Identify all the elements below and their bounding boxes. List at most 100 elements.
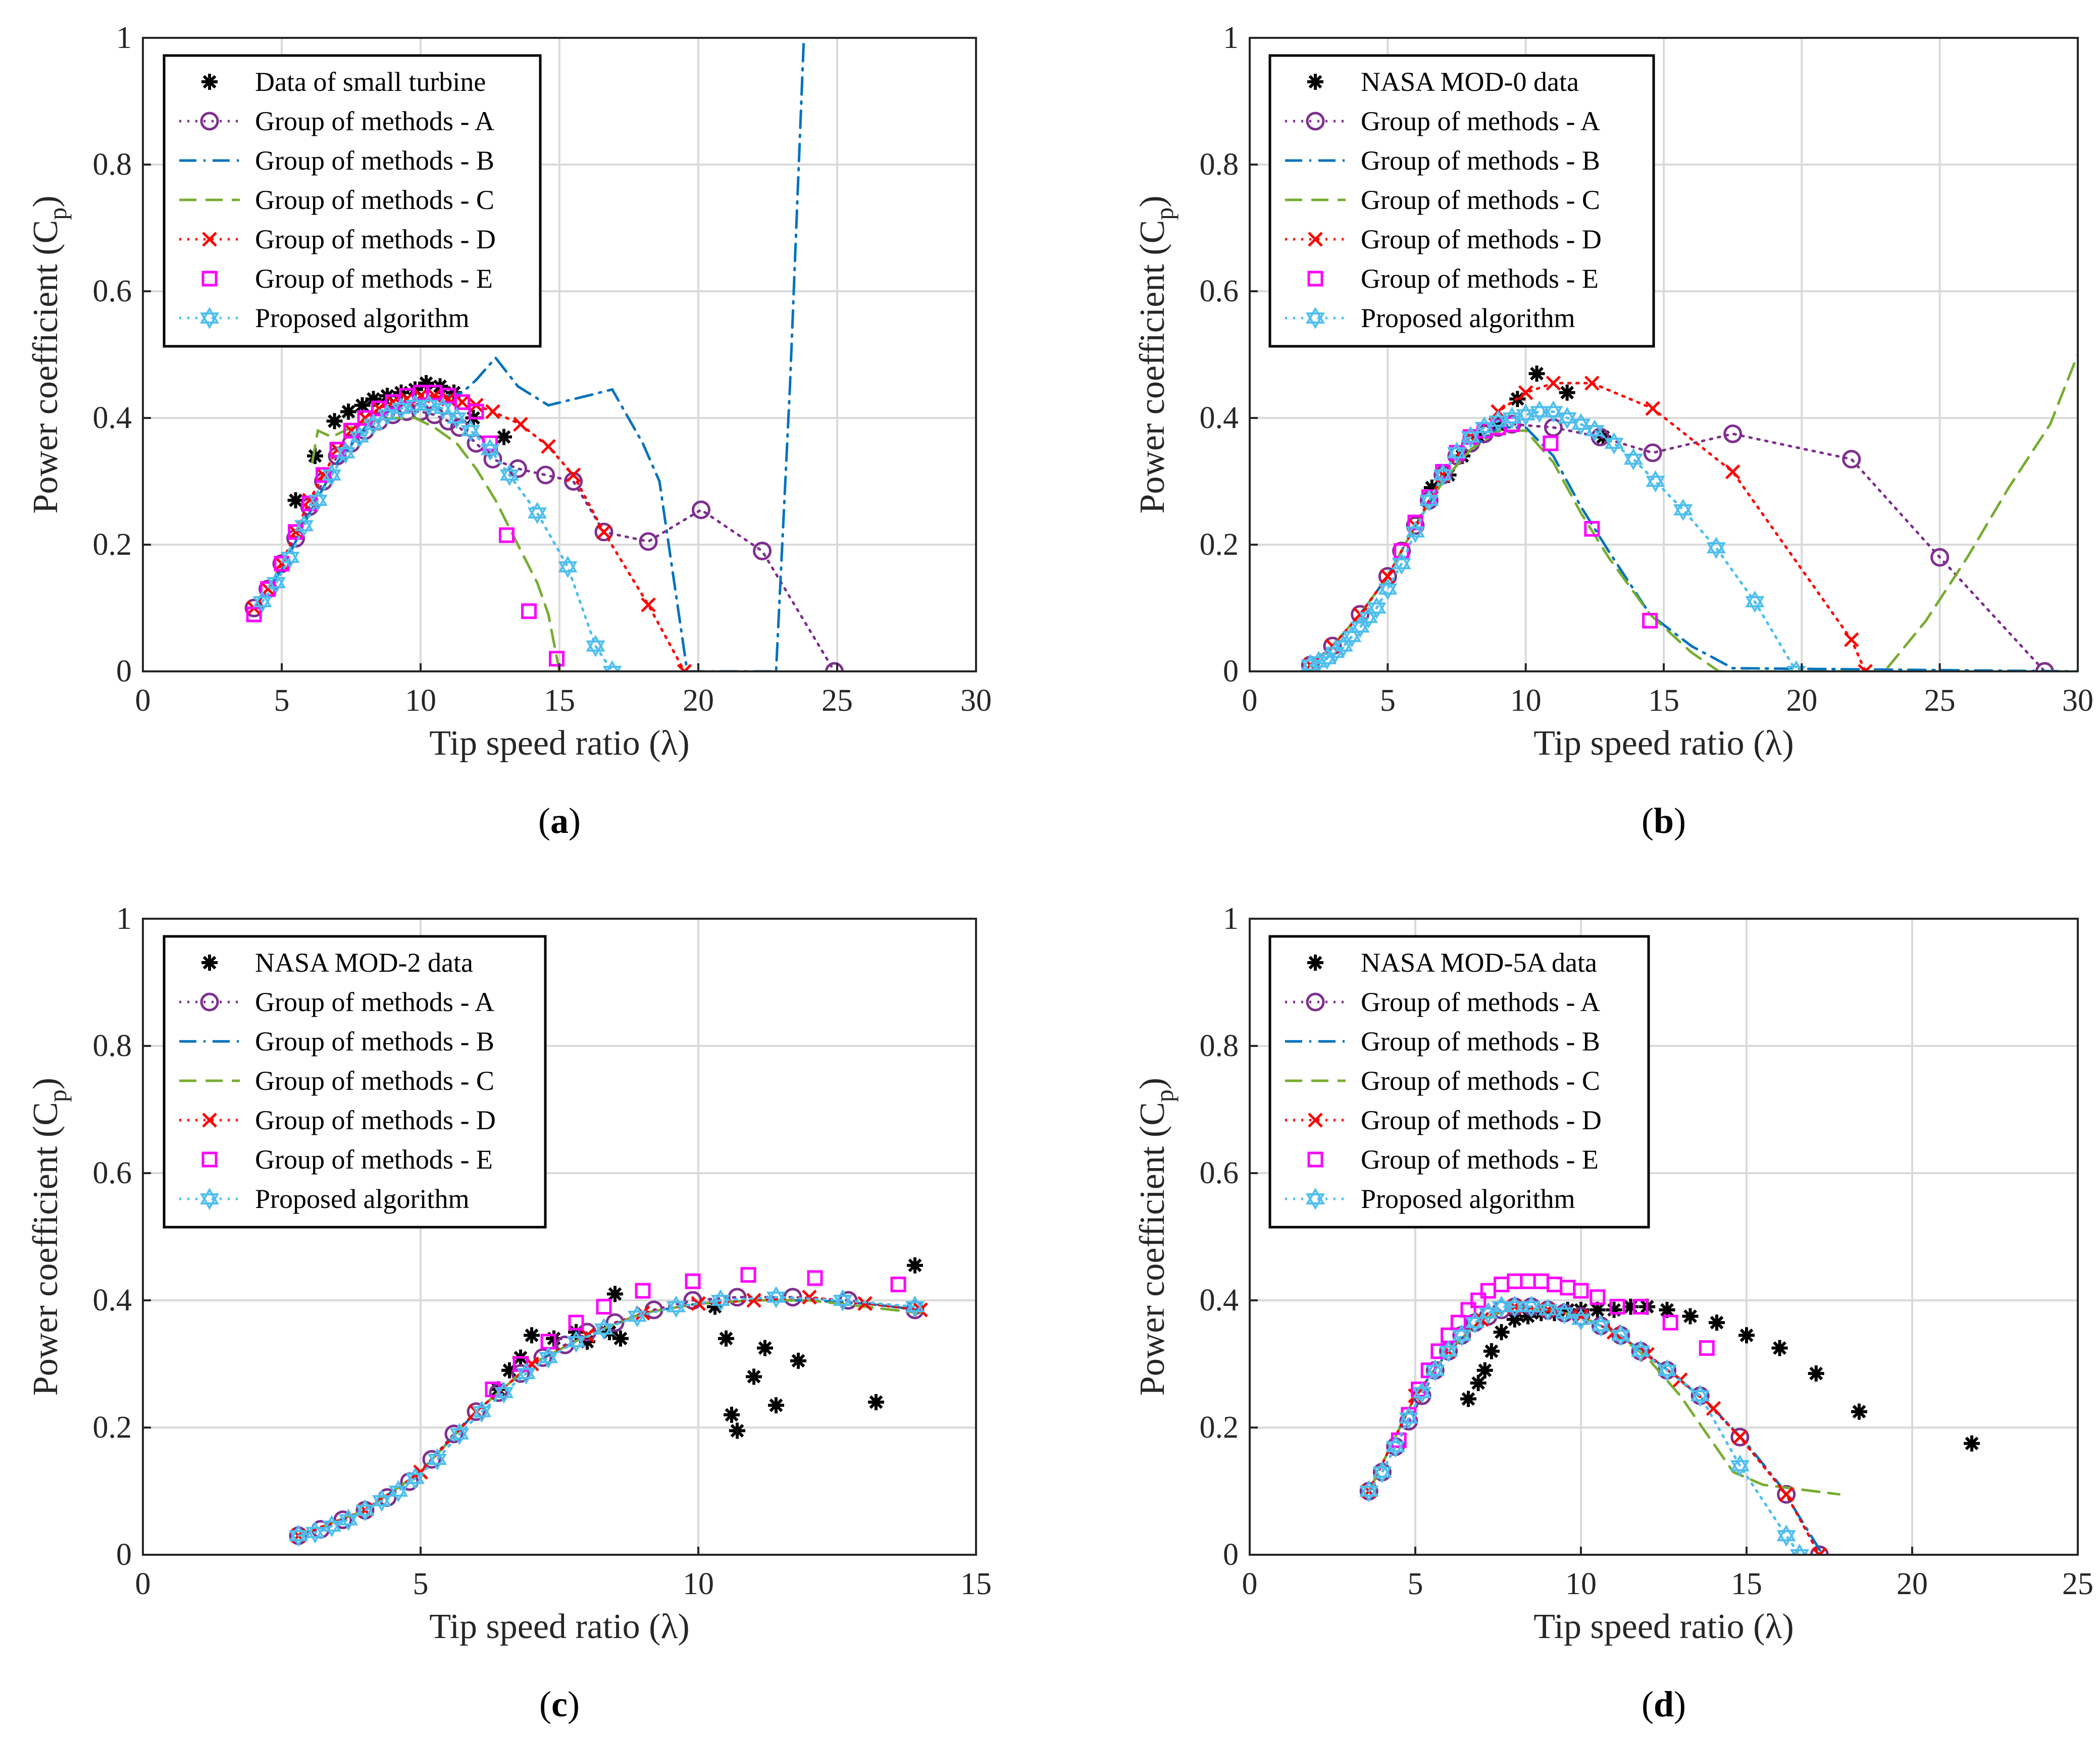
data-point-P (1544, 400, 1563, 423)
data-point-D (691, 1296, 706, 1311)
data-point-data (1771, 1340, 1788, 1356)
legend-box (163, 935, 547, 1229)
data-point-P (1412, 1381, 1432, 1404)
y-tick-label: 0.8 (1200, 147, 1239, 182)
data-point-A (1730, 1428, 1750, 1447)
data-point-P (1405, 520, 1425, 543)
data-point-P (833, 1289, 853, 1311)
series-B (1309, 426, 2078, 671)
data-point-data (579, 1333, 595, 1350)
x-axis-label: Tip speed ratio (λ) (429, 724, 689, 763)
y-tick-label: 0.4 (93, 1283, 132, 1318)
x-tick-label: 5 (274, 683, 290, 718)
legend-marker (200, 112, 219, 131)
legend-marker (1306, 112, 1325, 131)
legend-label: Proposed algorithm (1361, 303, 1575, 333)
x-tick-label: 10 (405, 683, 436, 718)
series-B (252, 38, 805, 671)
x-tick-label: 15 (960, 1567, 992, 1601)
data-point-P (1557, 407, 1577, 429)
data-point-E (807, 1270, 823, 1286)
data-point-data (729, 1423, 745, 1439)
legend-label: Group of methods - B (255, 145, 494, 176)
data-point-E (513, 1356, 529, 1372)
data-point-D (1546, 376, 1561, 391)
x-tick-label: 5 (413, 1567, 429, 1601)
legend-entry-P: Proposed algorithm (179, 1184, 469, 1214)
data-point-E (890, 1277, 906, 1292)
legend-label: Data of small turbine (255, 67, 486, 97)
legend-label: Group of methods - D (255, 1105, 496, 1135)
data-point-P (480, 438, 500, 461)
data-point-P (586, 635, 605, 657)
data-point-P (1611, 1324, 1630, 1347)
legend-label: Group of methods - C (255, 1066, 494, 1096)
data-point-A (728, 1288, 747, 1307)
legend-marker (1307, 1151, 1323, 1168)
data-point-P (322, 1515, 342, 1538)
data-point-data (340, 403, 356, 420)
data-point-P (905, 1295, 925, 1318)
data-point-P (1691, 1385, 1710, 1407)
data-point-P (1657, 1359, 1677, 1382)
data-point-E (1543, 435, 1559, 451)
data-point-P (1465, 1311, 1485, 1334)
data-point-P (666, 1295, 686, 1318)
data-point-P (1571, 1308, 1591, 1331)
chart-panel-d: 0 5 10 15 20 25 0 0.2 0.4 0.6 0.8 1 Tip speed ratio … (1133, 902, 2093, 1724)
legend-label: Group of methods - A (255, 987, 494, 1017)
y-tick-label: 0.8 (93, 147, 132, 182)
legend-marker (201, 955, 218, 971)
legend-marker (1305, 1187, 1325, 1210)
data-point-P (372, 1489, 392, 1512)
data-point-P (377, 403, 397, 426)
data-point-A (1930, 548, 1950, 567)
legend-entry-P: Proposed algorithm (1285, 1184, 1575, 1214)
data-point-data (365, 391, 382, 407)
y-tick-label: 0.4 (93, 401, 132, 435)
data-point-P (766, 1286, 786, 1308)
y-tick-label: 0.2 (1200, 528, 1239, 562)
y-tick-label: 0.2 (93, 1410, 132, 1445)
legend-marker (1308, 232, 1323, 247)
data-point-P (336, 442, 355, 464)
legend: NASA MOD-5A data Group of methods - A Grou… (1268, 935, 1650, 1229)
data-point-data (287, 492, 304, 509)
data-point-P (308, 489, 328, 512)
data-point-data (1460, 1391, 1476, 1407)
series-P (252, 394, 622, 671)
legend-entry-C: Group of methods - C (179, 185, 494, 215)
legend-entry-D: Group of methods - D (179, 1105, 496, 1135)
data-point-E (1391, 1432, 1407, 1448)
chart-panel-c: 0 5 10 15 0 0.2 0.4 0.6 0.8 1 Tip speed ratio (λ) P… (26, 902, 992, 1724)
data-point-A (508, 459, 527, 478)
data-point-E (740, 1267, 756, 1283)
data-point-A (594, 522, 613, 542)
legend-label: Proposed algorithm (1361, 1184, 1575, 1214)
data-point-P (419, 394, 439, 416)
legend-label: Group of methods - C (255, 185, 494, 215)
data-point-data (1483, 1343, 1500, 1359)
data-point-P (1386, 1435, 1405, 1458)
legend-label: Group of methods - D (1361, 224, 1602, 254)
legend-marker (199, 307, 220, 329)
data-point-P (1538, 1298, 1558, 1321)
data-point-A (1777, 1485, 1796, 1504)
data-point-data (418, 375, 434, 391)
data-point-P (280, 546, 300, 569)
data-point-data (868, 1394, 884, 1410)
data-point-E (568, 1314, 584, 1331)
data-point-P (558, 555, 578, 578)
legend-entry-A: Group of methods - A (1285, 106, 1600, 136)
data-point-data (1708, 1314, 1725, 1331)
data-point-P (710, 1289, 731, 1311)
data-point-D (1778, 1487, 1794, 1502)
data-point-data (1682, 1308, 1699, 1325)
legend-entry-data: NASA MOD-5A data (1307, 947, 1597, 978)
legend-entry-C: Group of methods - C (1285, 1066, 1600, 1096)
data-point-P (1529, 400, 1550, 423)
data-point-P (305, 1521, 325, 1544)
data-point-E (499, 527, 515, 543)
data-point-A (1723, 424, 1743, 443)
legend-label: Group of methods - B (1361, 1026, 1600, 1057)
